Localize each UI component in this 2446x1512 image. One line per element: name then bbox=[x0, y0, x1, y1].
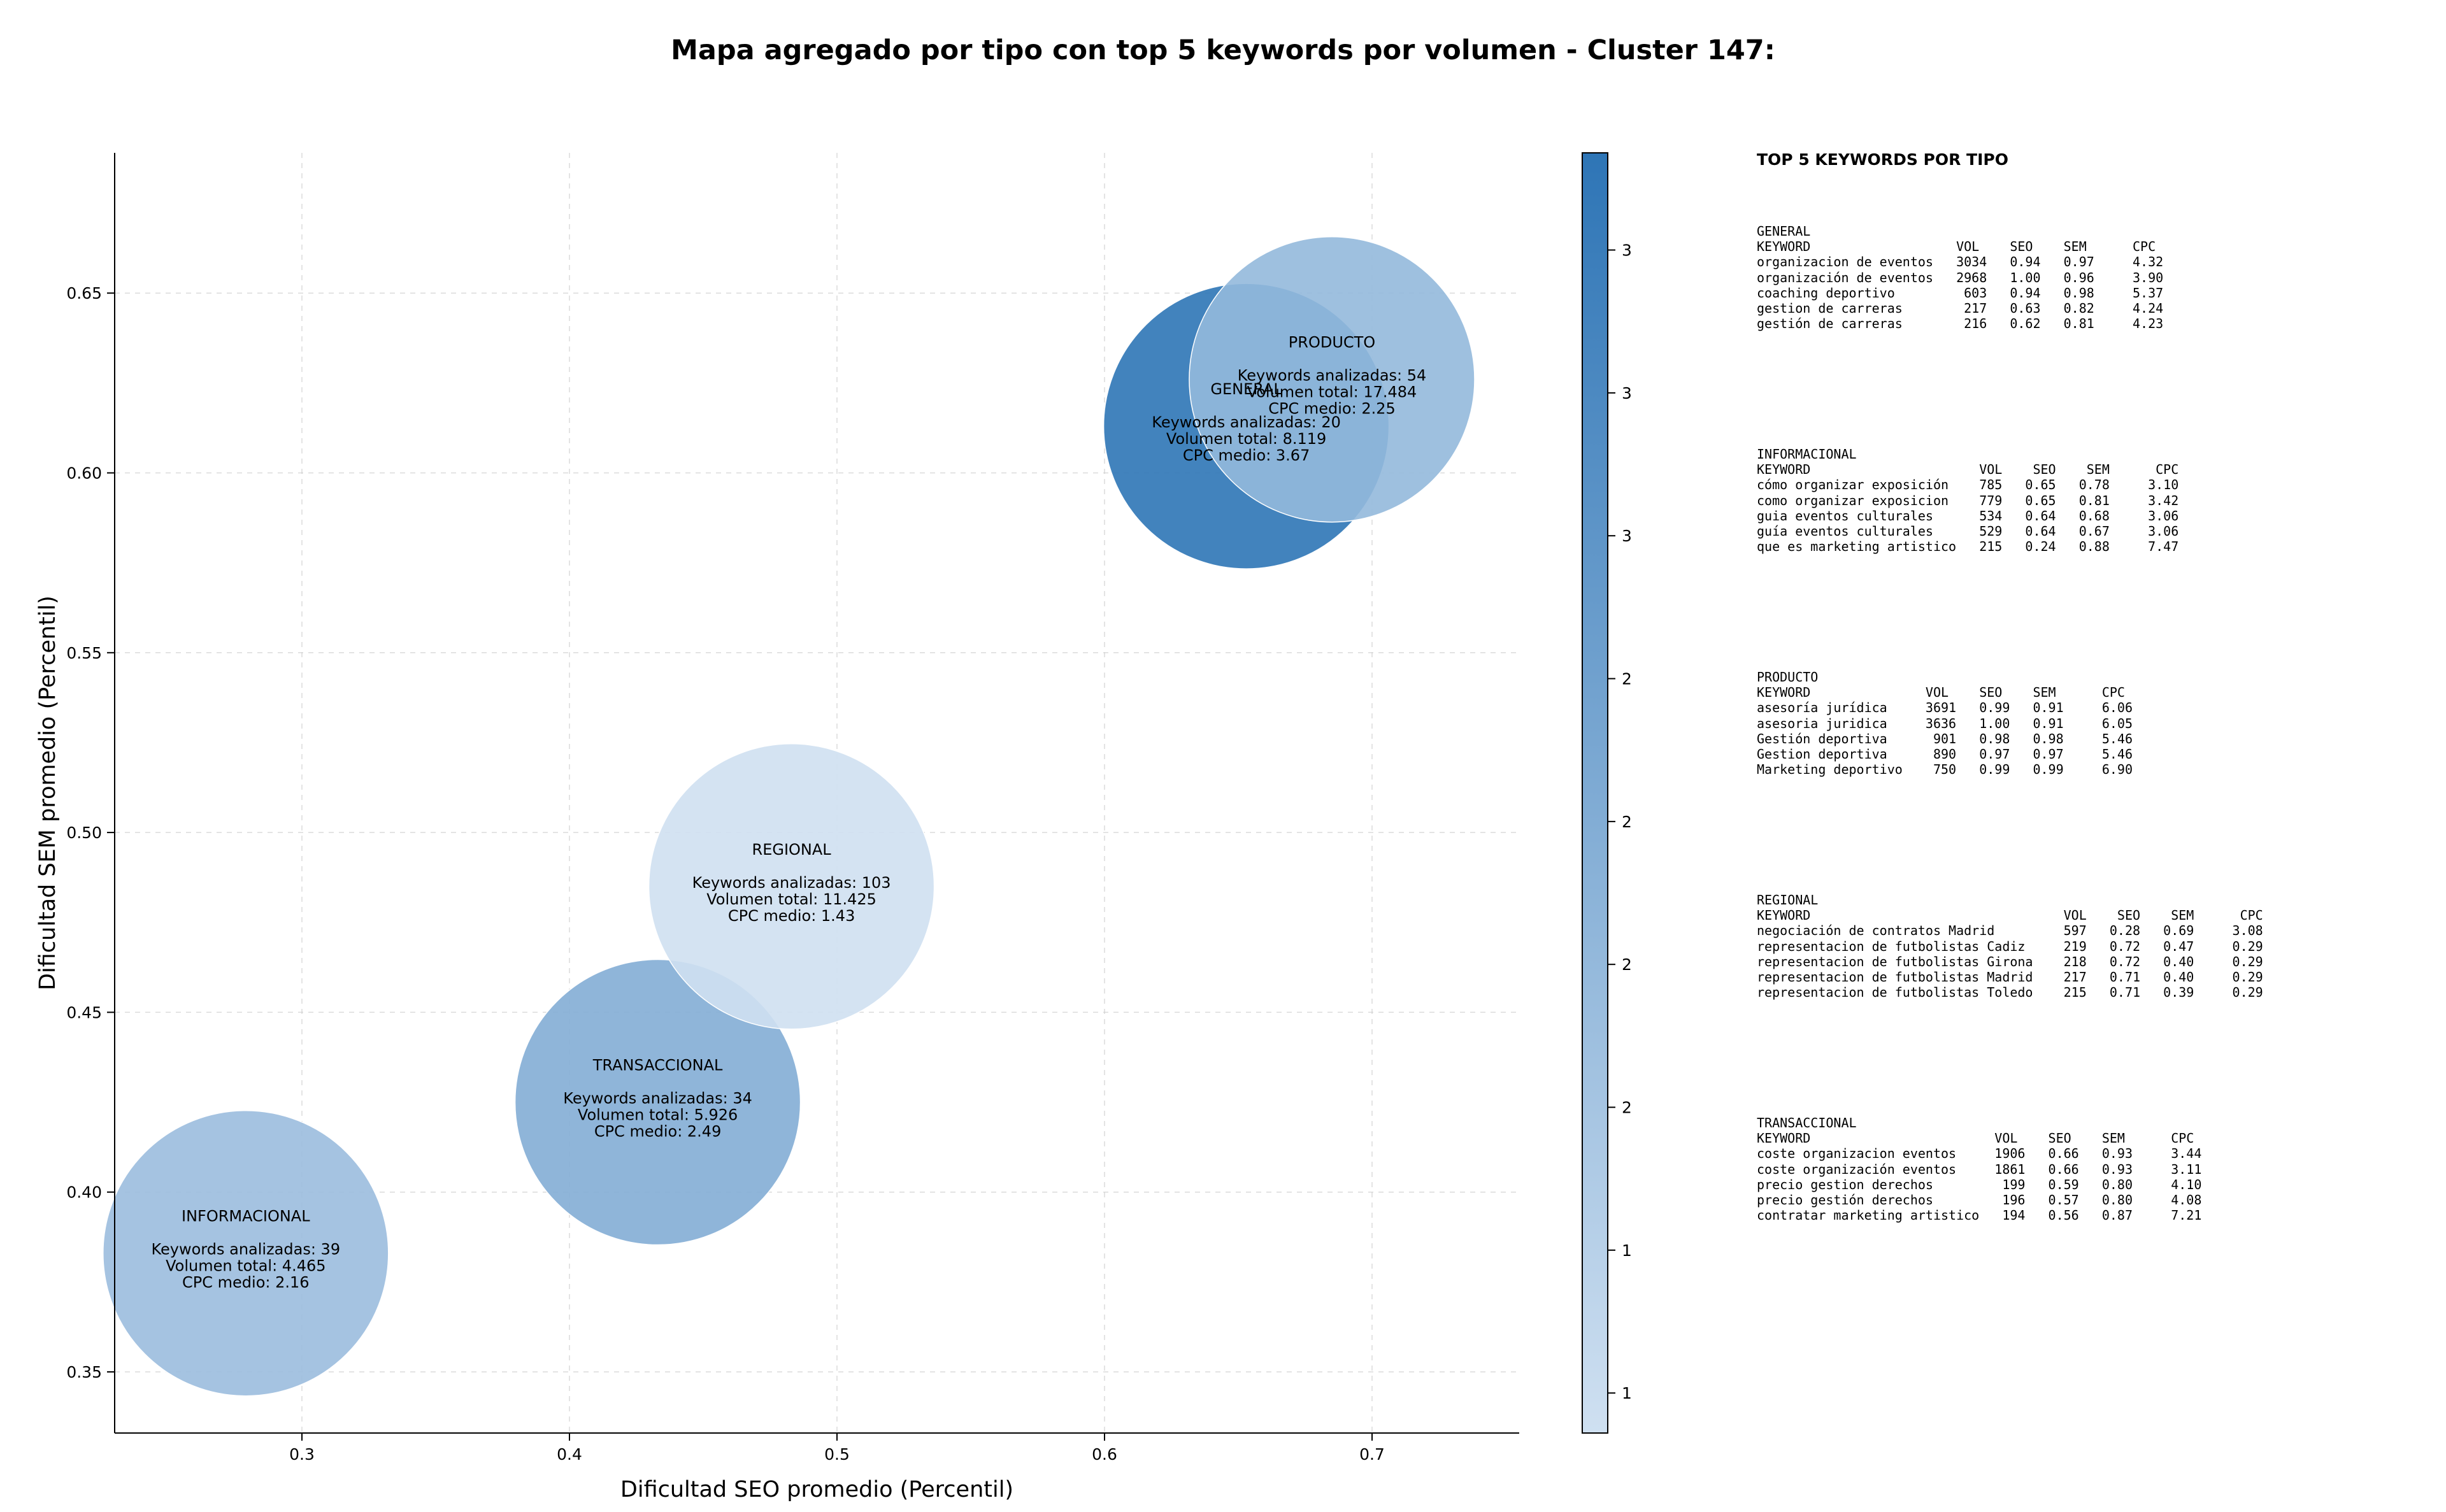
y-tick-label: 0.50 bbox=[66, 824, 102, 842]
x-tick-label: 0.5 bbox=[824, 1445, 850, 1464]
bubble-transaccional bbox=[514, 959, 801, 1246]
bubble-label: REGIONAL bbox=[752, 841, 832, 859]
bubble-informacional bbox=[103, 1109, 389, 1397]
chart-title: Mapa agregado por tipo con top 5 keyword… bbox=[671, 34, 1775, 66]
colorbar-gradient bbox=[1582, 152, 1608, 1434]
keywords-block-general: GENERAL KEYWORD VOL SEO SEM CPC organiza… bbox=[1757, 224, 2164, 332]
bubble-label: GENERAL bbox=[1210, 380, 1282, 398]
y-tick-label: 0.60 bbox=[66, 464, 102, 483]
bubble-cpc-medio: CPC medio: 3.67 bbox=[1183, 446, 1310, 464]
colorbar-tick-label: 2.50 bbox=[1622, 813, 1631, 831]
colorbar-tick-label: 2.25 bbox=[1622, 955, 1631, 974]
bubble-label: PRODUCTO bbox=[1289, 334, 1375, 352]
bubble-keywords-count: Keywords analizadas: 34 bbox=[563, 1090, 752, 1108]
bubble-volume-total: Volumen total: 4.465 bbox=[166, 1257, 325, 1275]
top-keywords-panel: TOP 5 KEYWORDS POR TIPO GENERAL KEYWORD … bbox=[1757, 150, 2432, 1338]
colorbar-tick-label: 2.75 bbox=[1622, 670, 1631, 688]
x-tick-label: 0.3 bbox=[289, 1445, 315, 1464]
bubble-keywords-count: Keywords analizadas: 103 bbox=[692, 874, 891, 892]
bubble-volume-total: Volumen total: 11.425 bbox=[706, 890, 876, 908]
bubble-cpc-medio: CPC medio: 1.43 bbox=[728, 907, 855, 925]
y-tick-label: 0.40 bbox=[66, 1183, 102, 1202]
panel-title: TOP 5 KEYWORDS POR TIPO bbox=[1757, 150, 2008, 169]
y-tick-label: 0.35 bbox=[66, 1363, 102, 1381]
bubble-volume-total: Volumen total: 8.119 bbox=[1166, 430, 1326, 448]
y-tick-label: 0.45 bbox=[66, 1003, 102, 1022]
colorbar-tick-label: 1.50 bbox=[1622, 1384, 1631, 1402]
x-tick-label: 0.6 bbox=[1092, 1445, 1117, 1464]
bubble-cpc-medio: CPC medio: 2.25 bbox=[1268, 400, 1396, 418]
bubble-label: TRANSACCIONAL bbox=[592, 1057, 723, 1074]
keywords-block-regional: REGIONAL KEYWORD VOL SEO SEM CPC negocia… bbox=[1757, 892, 2263, 1001]
x-tick-label: 0.4 bbox=[557, 1445, 582, 1464]
axes: 0.3 0.4 0.5 0.6 0.7 0.35 0.40 0.45 0.50 0.55 0.60 0… bbox=[35, 153, 1519, 1502]
keywords-block-transaccional: TRANSACCIONAL KEYWORD VOL SEO SEM CPC co… bbox=[1757, 1115, 2202, 1223]
colorbar-tick-label: 3.00 bbox=[1622, 527, 1631, 545]
colorbar: 1.501.752.002.252.502.753.003.253.50CPC … bbox=[1582, 152, 1631, 1434]
colorbar-tick-label: 2.00 bbox=[1622, 1099, 1631, 1117]
y-axis-label: Dificultad SEM promedio (Percentil) bbox=[35, 596, 61, 990]
y-tick-label: 0.55 bbox=[66, 644, 102, 662]
bubble-label: INFORMACIONAL bbox=[182, 1208, 310, 1225]
bubble-cpc-medio: CPC medio: 2.49 bbox=[594, 1123, 722, 1141]
keywords-block-producto: PRODUCTO KEYWORD VOL SEO SEM CPC asesorí… bbox=[1757, 669, 2133, 778]
x-axis-label: Dificultad SEO promedio (Percentil) bbox=[620, 1477, 1013, 1502]
x-tick-label: 0.7 bbox=[1359, 1445, 1385, 1464]
bubble-keywords-count: Keywords analizadas: 54 bbox=[1238, 367, 1427, 385]
bubble-keywords-count: Keywords analizadas: 39 bbox=[151, 1241, 340, 1259]
bubble-volume-total: Volumen total: 17.484 bbox=[1247, 383, 1417, 401]
colorbar-tick-label: 3.25 bbox=[1622, 384, 1631, 403]
bubble-cpc-medio: CPC medio: 2.16 bbox=[182, 1274, 310, 1292]
bubble-volume-total: Volumen total: 5.926 bbox=[578, 1106, 738, 1124]
bubble-keywords-count: Keywords analizadas: 20 bbox=[1152, 413, 1341, 431]
y-tick-label: 0.65 bbox=[66, 284, 102, 303]
colorbar-tick-label: 3.50 bbox=[1622, 241, 1631, 260]
colorbar-tick-label: 1.75 bbox=[1622, 1241, 1631, 1260]
bubble-regional bbox=[648, 743, 935, 1030]
bubble-producto bbox=[1189, 236, 1475, 523]
keywords-block-informacional: INFORMACIONAL KEYWORD VOL SEO SEM CPC có… bbox=[1757, 446, 2179, 555]
